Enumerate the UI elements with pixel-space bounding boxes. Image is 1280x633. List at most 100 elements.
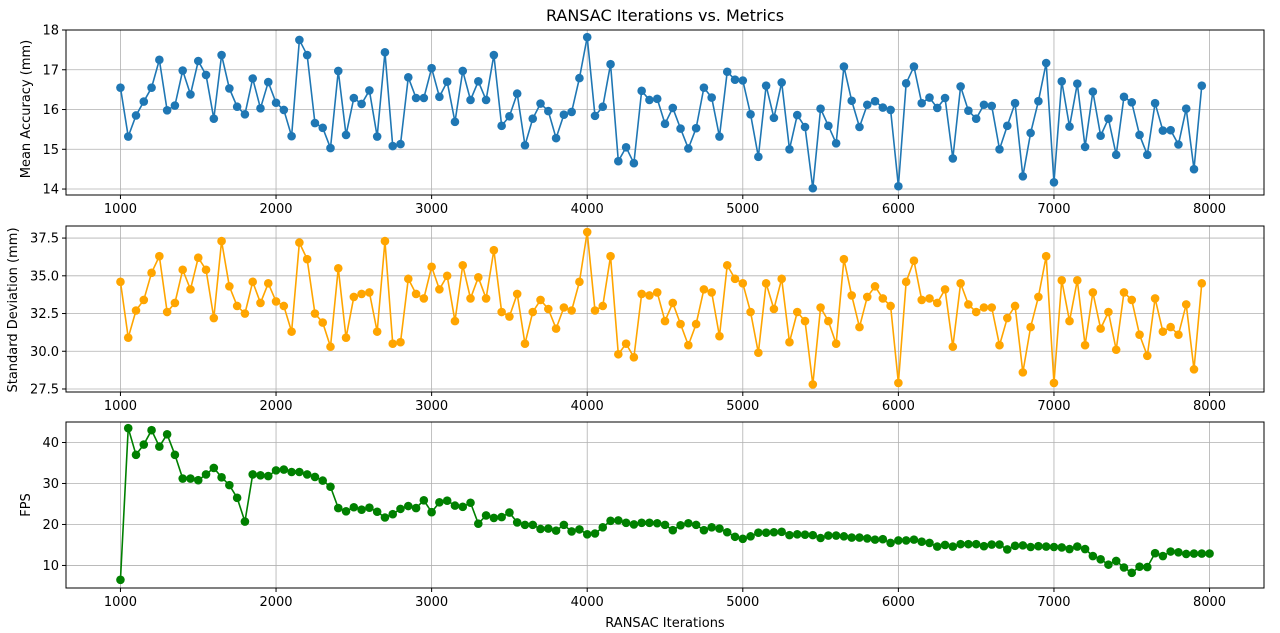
data-point	[489, 50, 499, 60]
data-point	[396, 139, 405, 149]
data-point	[932, 103, 942, 113]
data-point	[800, 316, 810, 326]
data-point	[474, 273, 483, 282]
data-point	[131, 450, 141, 460]
axes-frame	[65, 421, 1265, 589]
axes-frame	[65, 225, 1265, 393]
data-point	[147, 83, 156, 92]
data-point	[287, 467, 296, 477]
x-tick-label: 3000	[415, 595, 448, 610]
data-point	[785, 530, 794, 540]
data-point	[590, 306, 600, 315]
data-point	[979, 303, 989, 312]
data-point	[497, 121, 506, 131]
data-point	[979, 541, 989, 551]
data-point	[909, 535, 919, 544]
data-point	[1034, 96, 1043, 106]
data-point	[349, 292, 359, 302]
data-point	[816, 533, 825, 543]
data-point	[551, 324, 561, 333]
data-point	[948, 542, 958, 551]
data-point	[520, 141, 530, 150]
data-point	[279, 301, 289, 311]
data-point	[1150, 548, 1160, 558]
data-point	[621, 518, 631, 528]
data-point	[1119, 288, 1129, 297]
data-point	[715, 132, 724, 141]
data-point	[995, 144, 1004, 154]
data-point	[995, 340, 1004, 350]
data-point	[932, 298, 942, 308]
x-tick-label: 2000	[259, 595, 292, 610]
data-point	[544, 106, 553, 116]
data-point	[279, 105, 289, 115]
data-point	[481, 511, 491, 520]
data-point	[637, 518, 646, 528]
data-point	[505, 312, 514, 321]
data-point	[403, 274, 413, 284]
data-point	[948, 154, 958, 163]
data-point	[1080, 544, 1090, 554]
data-point	[271, 466, 281, 475]
data-point	[707, 523, 716, 532]
data-point	[1057, 276, 1067, 285]
data-point	[427, 262, 436, 272]
data-point	[481, 95, 491, 105]
data-point	[870, 535, 880, 544]
data-point	[1135, 130, 1144, 140]
data-point	[831, 339, 841, 349]
data-point	[512, 289, 522, 299]
data-point	[590, 111, 600, 121]
data-point	[326, 143, 335, 153]
data-point	[217, 50, 226, 60]
data-point	[956, 539, 965, 549]
data-point	[598, 523, 608, 532]
data-point	[489, 513, 499, 523]
data-point	[847, 291, 856, 300]
data-point	[536, 99, 545, 108]
data-point	[201, 265, 211, 275]
data-point	[668, 525, 678, 535]
fps-panel: FPS RANSAC Iterations 1000 2000 3000 4000 50…	[19, 421, 1265, 631]
data-point	[1143, 150, 1152, 160]
data-point	[240, 109, 250, 119]
data-point	[1088, 288, 1098, 297]
data-point	[419, 495, 429, 505]
data-point	[403, 501, 413, 511]
data-point	[435, 285, 444, 294]
data-point	[1111, 556, 1121, 566]
data-point	[582, 530, 592, 539]
data-point	[1181, 300, 1191, 309]
ylabel-mean-accuracy: Mean Accuracy (mm)	[19, 40, 34, 179]
data-point	[248, 470, 257, 479]
x-tick-label: 5000	[726, 399, 759, 414]
data-point	[333, 263, 343, 273]
data-point	[466, 95, 475, 105]
data-point	[1041, 58, 1051, 68]
data-point	[792, 530, 802, 539]
data-point	[1002, 313, 1012, 323]
x-tick-label: 2000	[259, 399, 292, 414]
data-point	[1135, 562, 1144, 571]
data-point	[193, 56, 203, 66]
x-tick-label: 7000	[1037, 595, 1070, 610]
ylabel-std-deviation: Standard Deviation (mm)	[6, 227, 21, 392]
x-tick-label: 4000	[571, 202, 604, 217]
data-point	[582, 227, 592, 237]
data-point	[1135, 330, 1144, 339]
data-point	[357, 289, 366, 299]
data-point	[754, 348, 763, 358]
data-point	[139, 97, 149, 106]
data-point	[940, 540, 950, 550]
data-point	[419, 294, 429, 303]
data-point	[217, 236, 226, 246]
data-point	[466, 294, 475, 303]
data-point	[365, 503, 374, 512]
data-point	[1010, 541, 1020, 551]
y-tick-label: 27.5	[30, 382, 59, 397]
data-point	[614, 516, 623, 525]
data-point	[1041, 542, 1051, 551]
data-point	[964, 539, 973, 549]
data-point	[987, 101, 997, 111]
data-point	[761, 528, 771, 537]
